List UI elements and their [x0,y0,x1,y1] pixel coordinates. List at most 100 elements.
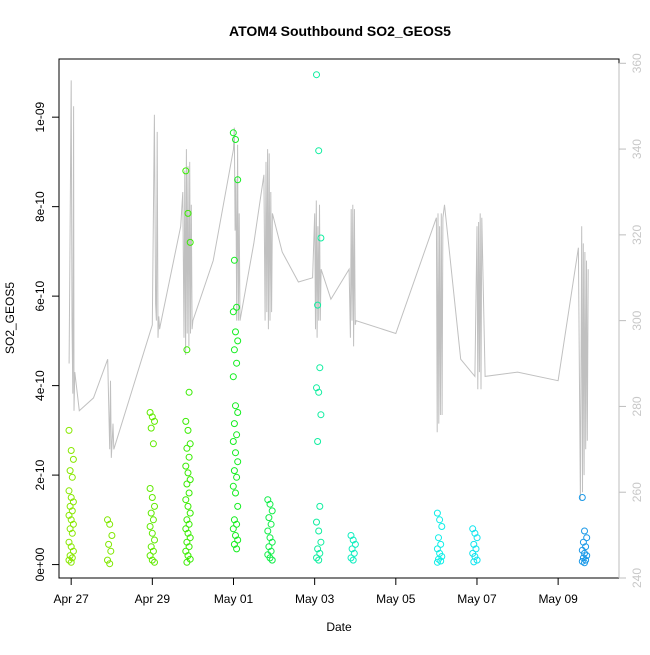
scatter-point [581,527,588,535]
scatter-point [149,547,157,555]
y-axis: 0e+00 2e-10 4e-10 6e-10 8e-10 1e-09 [33,101,60,581]
scatter-point [184,469,192,477]
scatter-point [473,556,481,564]
scatter-point [234,409,242,416]
scatter-point [265,514,273,522]
scatter-point [234,458,242,466]
y-axis-label: SO2_GEOS5 [3,282,17,354]
scatter-point [234,502,242,510]
scatter-point [315,388,323,396]
scatter-point [66,552,74,560]
scatter-point [234,176,242,184]
x-tick-label: Apr 27 [53,592,89,606]
scatter-point [65,511,73,519]
scatter-point [183,346,191,354]
scatter-point [233,520,241,528]
y2-tick-label: 340 [630,139,644,159]
scatter-point [351,540,359,548]
scatter-point [317,234,325,242]
scatter-point [314,438,322,445]
scatter-point [65,487,73,495]
scatter-point [67,558,75,566]
scatter-point [148,556,156,564]
scatter-point [151,417,158,425]
scatter-point [472,545,480,553]
scatter-point [433,509,441,517]
scatter-point [435,555,442,563]
y-tick-label: 6e-10 [33,280,47,311]
scatter-point [583,534,591,542]
scatter-point [229,525,237,533]
scatter-point [230,346,238,354]
scatter-point [148,529,156,537]
scatter-point [433,558,441,566]
scatter-point [229,129,237,137]
scatter-point [230,256,238,264]
scatter-point [473,534,481,542]
scatter-point [151,502,158,510]
scatter-point [68,473,76,481]
y2-tick-label: 360 [630,53,644,73]
scatter-point [146,523,154,530]
scatter-point [184,552,192,560]
x-tick-label: May 07 [457,592,497,606]
scatter-point [315,147,323,155]
scatter-point [437,557,445,565]
scatter-point [268,556,276,564]
scatter-point [184,529,192,537]
y-tick-label: 8e-10 [33,191,47,222]
scatter-point [186,476,194,484]
scatter-point [184,502,192,510]
scatter-point [232,402,239,410]
scatter-point [435,534,442,542]
scatter-point [185,489,193,497]
scatter-point [185,520,193,528]
scatter-point [105,540,113,548]
scatter-point [184,426,192,434]
scatter-points [65,71,591,568]
x-tick-label: Apr 29 [135,592,171,606]
y-tick-label: 1e-09 [33,101,47,132]
scatter-point [233,359,241,367]
scatter-point [69,455,77,463]
scatter-point [184,209,192,217]
scatter-point [316,364,324,372]
scatter-point [229,308,237,316]
scatter-point [232,328,239,336]
scatter-point [232,136,239,143]
scatter-point [185,388,193,396]
scatter-point [68,507,76,515]
scatter-point [68,529,76,537]
y2-tick-label: 240 [630,568,644,588]
scatter-point [107,547,115,555]
secondary-series [68,80,589,501]
scatter-point [233,303,241,311]
scatter-point [106,520,114,528]
x-tick-label: May 03 [295,592,335,606]
scatter-point [349,536,357,544]
scatter-point [234,337,242,345]
scatter-point [581,559,588,567]
scatter-point [67,494,75,501]
scatter-point [230,467,238,475]
scatter-point [316,502,324,510]
scatter-point [69,498,77,506]
y2-tick-label: 260 [630,482,644,502]
scatter-point [182,167,190,175]
y-tick-label: 2e-10 [33,459,47,490]
scatter-point [151,558,158,566]
scatter-point [66,467,74,475]
scatter-point [230,420,238,428]
scatter-point [69,547,77,555]
scatter-point [229,482,237,490]
x-axis: Apr 27 Apr 29 May 01 May 03 May 05 May 07 May … [53,577,578,606]
scatter-point [350,549,358,557]
scatter-point [234,536,242,544]
scatter-point [65,426,73,434]
scatter-point [182,462,190,470]
scatter-point [347,554,355,562]
scatter-point [233,431,241,439]
x-tick-label: May 05 [376,592,416,606]
